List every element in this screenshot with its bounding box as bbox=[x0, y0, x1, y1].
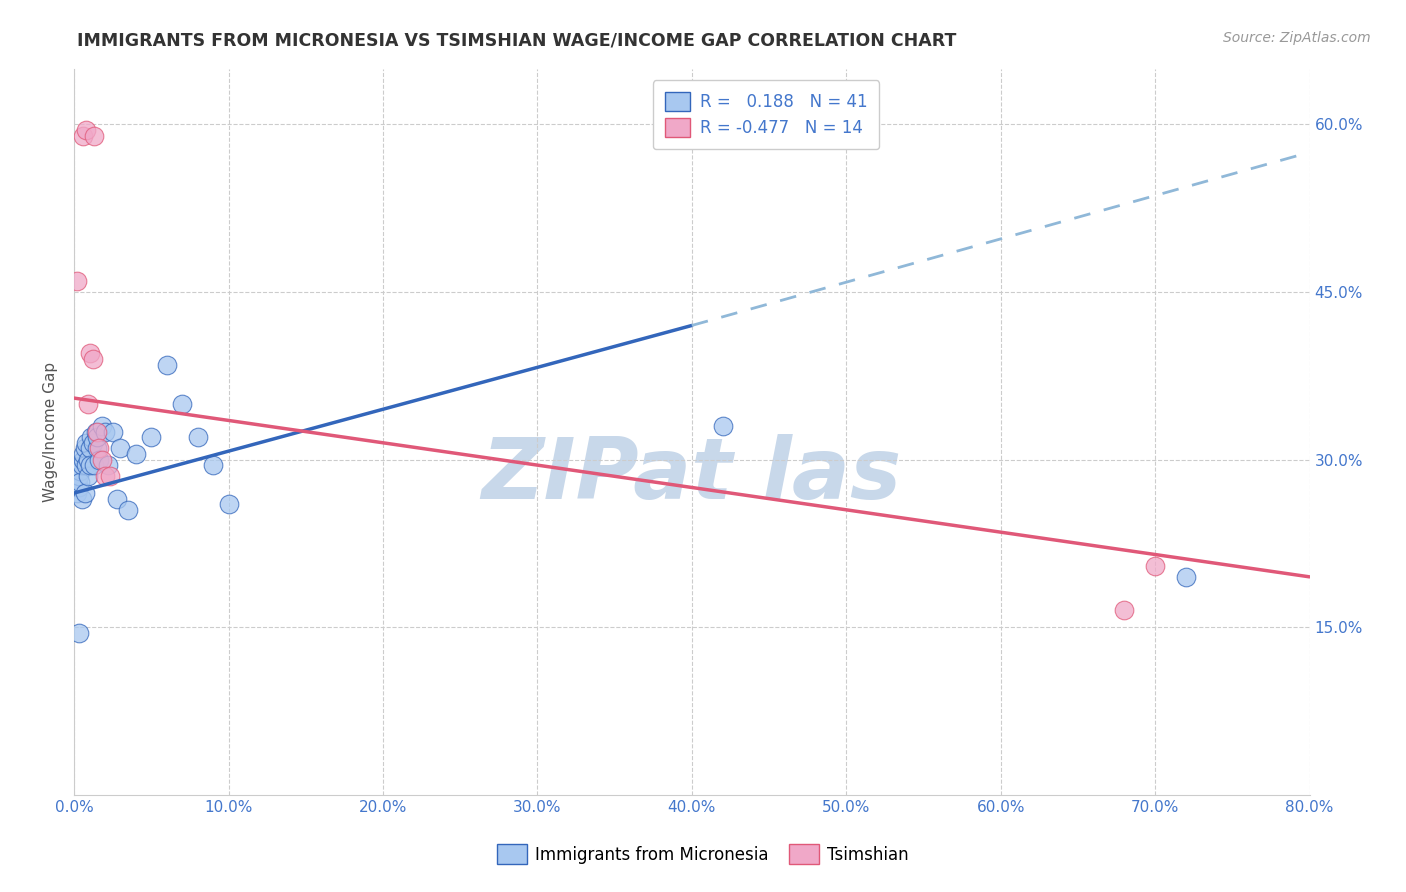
Point bbox=[218, 497, 240, 511]
Point bbox=[94, 469, 117, 483]
Point bbox=[86, 425, 108, 439]
Point bbox=[97, 458, 120, 472]
Point bbox=[105, 491, 128, 506]
Point bbox=[67, 625, 90, 640]
Text: IMMIGRANTS FROM MICRONESIA VS TSIMSHIAN WAGE/INCOME GAP CORRELATION CHART: IMMIGRANTS FROM MICRONESIA VS TSIMSHIAN … bbox=[77, 31, 956, 49]
Point bbox=[87, 442, 110, 456]
Point bbox=[202, 458, 225, 472]
Point bbox=[87, 452, 110, 467]
Legend: Immigrants from Micronesia, Tsimshian: Immigrants from Micronesia, Tsimshian bbox=[491, 838, 915, 871]
Point bbox=[83, 458, 105, 472]
Point bbox=[141, 430, 163, 444]
Point bbox=[711, 419, 734, 434]
Point bbox=[156, 358, 179, 372]
Point bbox=[117, 503, 139, 517]
Point bbox=[86, 430, 108, 444]
Point bbox=[67, 480, 90, 494]
Point bbox=[83, 128, 105, 143]
Point bbox=[1175, 570, 1198, 584]
Point bbox=[66, 274, 89, 288]
Point bbox=[72, 128, 94, 143]
Point bbox=[69, 475, 91, 489]
Point bbox=[73, 486, 96, 500]
Legend: R =   0.188   N = 41, R = -0.477   N = 14: R = 0.188 N = 41, R = -0.477 N = 14 bbox=[652, 80, 879, 149]
Point bbox=[77, 397, 100, 411]
Point bbox=[73, 442, 96, 456]
Point bbox=[70, 491, 93, 506]
Point bbox=[110, 442, 132, 456]
Point bbox=[79, 458, 101, 472]
Point bbox=[67, 469, 90, 483]
Y-axis label: Wage/Income Gap: Wage/Income Gap bbox=[44, 361, 58, 501]
Point bbox=[66, 486, 89, 500]
Point bbox=[187, 430, 209, 444]
Point bbox=[90, 419, 112, 434]
Point bbox=[172, 397, 194, 411]
Point bbox=[1144, 558, 1167, 573]
Point bbox=[1114, 603, 1136, 617]
Point bbox=[84, 425, 107, 439]
Point bbox=[79, 346, 101, 360]
Point bbox=[75, 123, 97, 137]
Text: ZIPat las: ZIPat las bbox=[482, 434, 901, 516]
Point bbox=[90, 452, 112, 467]
Point bbox=[94, 425, 117, 439]
Point bbox=[70, 458, 93, 472]
Point bbox=[82, 435, 104, 450]
Point bbox=[86, 442, 108, 456]
Point bbox=[125, 447, 148, 461]
Point bbox=[72, 452, 94, 467]
Point bbox=[72, 447, 94, 461]
Point bbox=[75, 458, 97, 472]
Point bbox=[98, 469, 121, 483]
Point bbox=[77, 469, 100, 483]
Text: Source: ZipAtlas.com: Source: ZipAtlas.com bbox=[1223, 31, 1371, 45]
Point bbox=[79, 442, 101, 456]
Point bbox=[75, 435, 97, 450]
Point bbox=[77, 452, 100, 467]
Point bbox=[101, 425, 124, 439]
Point bbox=[80, 430, 103, 444]
Point bbox=[69, 464, 91, 478]
Point bbox=[82, 351, 104, 366]
